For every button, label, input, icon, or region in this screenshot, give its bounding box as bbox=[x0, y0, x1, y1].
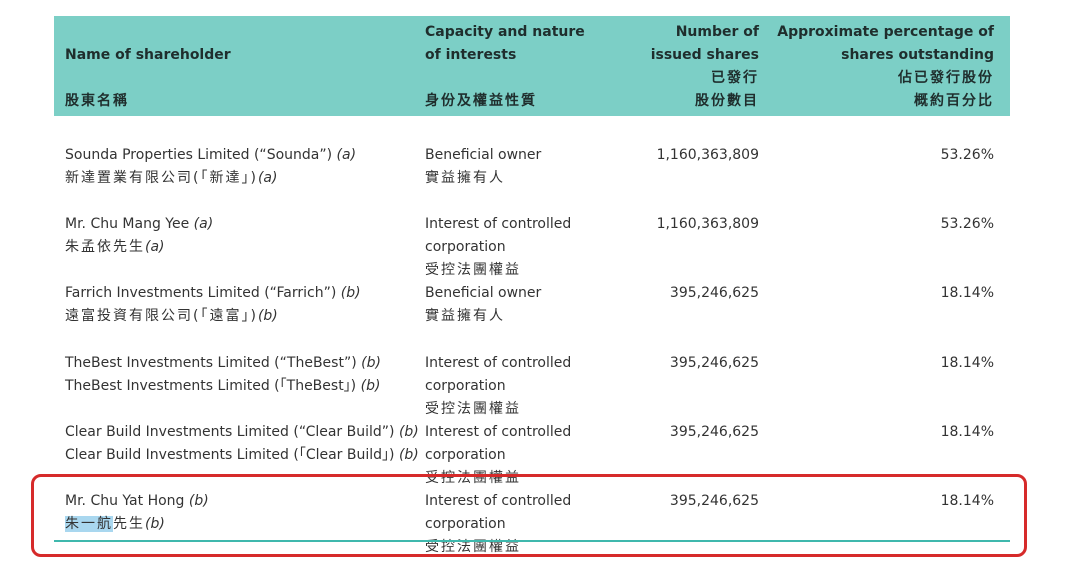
header-capacity: Capacity and nature of interests 身份及權益性質 bbox=[425, 21, 665, 113]
capacity-zh: 實益擁有人 bbox=[425, 308, 505, 324]
shareholder-name: Farrich Investments Limited (“Farrich”) … bbox=[65, 282, 415, 328]
name-zh: TheBest Investments Limited (「TheBest」) bbox=[65, 378, 357, 394]
header-col1-zh: 股東名稱 bbox=[65, 93, 129, 109]
note-ref: (b) bbox=[340, 285, 361, 301]
header-col3-zh2: 股份數目 bbox=[695, 93, 759, 109]
header-col3-zh1: 已發行 bbox=[711, 70, 759, 86]
table-row: Sounda Properties Limited (“Sounda”) (a)… bbox=[54, 144, 1010, 213]
name-en: TheBest Investments Limited (“TheBest”) bbox=[65, 355, 357, 371]
header-col3-en2: issued shares bbox=[650, 47, 759, 63]
name-en: Mr. Chu Mang Yee bbox=[65, 216, 190, 232]
capacity-en: Interest of controlled corporation bbox=[425, 355, 572, 394]
capacity-zh: 受控法團權益 bbox=[425, 262, 521, 278]
shareholder-name: Sounda Properties Limited (“Sounda”) (a)… bbox=[65, 144, 415, 190]
name-zh: 先生 bbox=[113, 516, 145, 532]
header-col2-en2: of interests bbox=[425, 47, 517, 63]
table-row: Mr. Chu Mang Yee (a) 朱孟依先生(a) Interest o… bbox=[54, 213, 1010, 282]
number-of-shares: 395,246,625 bbox=[669, 355, 759, 371]
note-ref: (a) bbox=[336, 147, 357, 163]
note-ref: (b) bbox=[398, 424, 419, 440]
shareholder-name: Mr. Chu Yat Hong (b) 朱一航先生(b) bbox=[65, 490, 415, 536]
name-en: Mr. Chu Yat Hong bbox=[65, 493, 185, 509]
capacity-en: Interest of controlled corporation bbox=[425, 424, 572, 463]
capacity-en: Interest of controlled corporation bbox=[425, 493, 572, 532]
highlight-annotation-box bbox=[31, 474, 1027, 557]
note-ref: (b) bbox=[188, 493, 209, 509]
capacity-zh: 實益擁有人 bbox=[425, 170, 505, 186]
shareholder-name: Mr. Chu Mang Yee (a) 朱孟依先生(a) bbox=[65, 213, 415, 259]
header-col1-en: Name of shareholder bbox=[65, 47, 231, 63]
percentage: 18.14% bbox=[940, 355, 994, 371]
percentage: 18.14% bbox=[940, 285, 994, 301]
shareholder-name: Clear Build Investments Limited (“Clear … bbox=[65, 421, 425, 467]
capacity-zh: 受控法團權益 bbox=[425, 401, 521, 417]
header-col2-zh: 身份及權益性質 bbox=[425, 93, 537, 109]
table-row-highlighted: Mr. Chu Yat Hong (b) 朱一航先生(b) Interest o… bbox=[54, 490, 1010, 559]
header-col4-zh1: 佔已發行股份 bbox=[898, 70, 994, 86]
name-zh: 新達置業有限公司(「新達」) bbox=[65, 170, 258, 186]
header-col4-en2: shares outstanding bbox=[841, 47, 994, 63]
name-en: Clear Build Investments Limited (“Clear … bbox=[65, 424, 395, 440]
name-zh: Clear Build Investments Limited (「Clear … bbox=[65, 447, 395, 463]
note-ref: (b) bbox=[361, 355, 381, 371]
percentage: 18.14% bbox=[940, 424, 994, 440]
header-percentage: Approximate percentage of shares outstan… bbox=[754, 21, 994, 113]
note-ref: (b) bbox=[257, 308, 278, 324]
header-number-of-shares: Number of issued shares 已發行 股份數目 bbox=[599, 21, 759, 113]
number-of-shares: 395,246,625 bbox=[669, 424, 759, 440]
capacity-en: Beneficial owner bbox=[425, 285, 542, 301]
capacity-en: Beneficial owner bbox=[425, 147, 542, 163]
percentage: 18.14% bbox=[940, 493, 994, 509]
number-of-shares: 1,160,363,809 bbox=[656, 147, 759, 163]
capacity: Beneficial owner 實益擁有人 bbox=[425, 282, 655, 328]
capacity-en: Interest of controlled corporation bbox=[425, 216, 572, 255]
shareholder-name: TheBest Investments Limited (“TheBest”) … bbox=[65, 352, 415, 398]
note-ref: (b) bbox=[398, 447, 419, 463]
header-col4-zh2: 概約百分比 bbox=[914, 93, 994, 109]
table-bottom-rule bbox=[54, 540, 1010, 542]
number-of-shares: 395,246,625 bbox=[669, 285, 759, 301]
capacity: Interest of controlled corporation 受控法團權… bbox=[425, 213, 655, 282]
header-col3-en1: Number of bbox=[675, 24, 759, 40]
name-zh-selected-text[interactable]: 朱一航 bbox=[65, 516, 113, 532]
name-en: Sounda Properties Limited (“Sounda”) bbox=[65, 147, 333, 163]
note-ref: (b) bbox=[360, 378, 381, 394]
table-row: Clear Build Investments Limited (“Clear … bbox=[54, 421, 1010, 490]
table-header: Name of shareholder 股東名稱 Capacity and na… bbox=[54, 16, 1010, 116]
name-zh: 朱孟依先生 bbox=[65, 239, 145, 255]
table-row: Farrich Investments Limited (“Farrich”) … bbox=[54, 282, 1010, 351]
note-ref: (a) bbox=[193, 216, 214, 232]
capacity: Beneficial owner 實益擁有人 bbox=[425, 144, 655, 190]
note-ref: (a) bbox=[145, 239, 165, 255]
percentage: 53.26% bbox=[940, 216, 994, 232]
note-ref: (a) bbox=[257, 170, 278, 186]
number-of-shares: 1,160,363,809 bbox=[656, 216, 759, 232]
capacity: Interest of controlled corporation 受控法團權… bbox=[425, 490, 655, 559]
header-col4-en1: Approximate percentage of bbox=[777, 24, 994, 40]
header-name-of-shareholder: Name of shareholder 股東名稱 bbox=[65, 44, 395, 113]
percentage: 53.26% bbox=[940, 147, 994, 163]
name-en: Farrich Investments Limited (“Farrich”) bbox=[65, 285, 337, 301]
table-row: TheBest Investments Limited (“TheBest”) … bbox=[54, 352, 1010, 421]
capacity-zh: 受控法團權益 bbox=[425, 539, 521, 555]
note-ref: (b) bbox=[145, 516, 165, 532]
name-zh: 遠富投資有限公司(「遠富」) bbox=[65, 308, 258, 324]
capacity: Interest of controlled corporation 受控法團權… bbox=[425, 352, 655, 421]
header-col2-en1: Capacity and nature bbox=[425, 24, 585, 40]
number-of-shares: 395,246,625 bbox=[669, 493, 759, 509]
